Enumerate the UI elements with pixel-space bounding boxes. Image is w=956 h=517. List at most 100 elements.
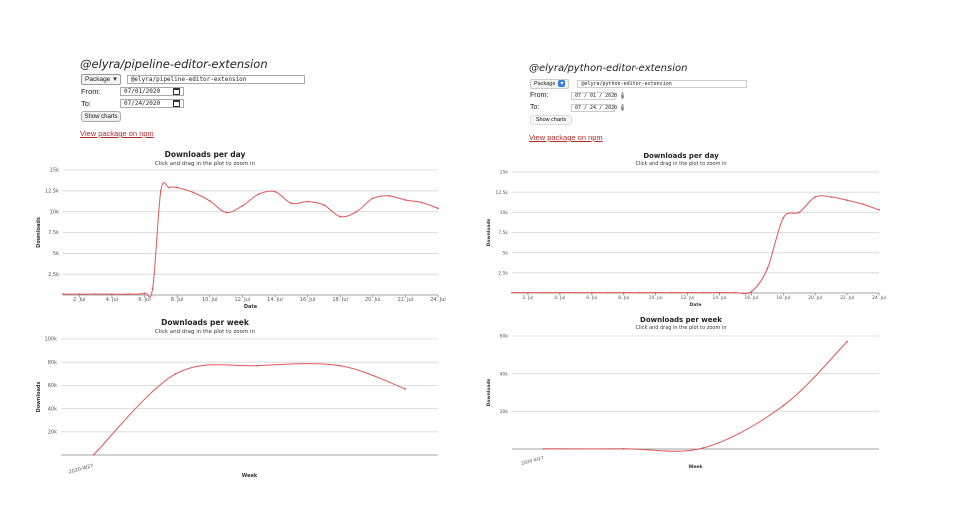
y-tick-label: 5k	[503, 250, 509, 256]
x-tick-label: 2. Jul	[522, 295, 533, 301]
x-tick-label: 18. Jul	[332, 297, 348, 303]
x-tick-label: 6. Jul	[138, 297, 150, 303]
data-point	[404, 387, 407, 390]
data-point	[750, 290, 753, 293]
data-point	[151, 287, 154, 290]
x-tick-label: 12. Jul	[681, 295, 695, 301]
data-point	[606, 291, 609, 294]
chart-title: Downloads per week	[161, 318, 250, 327]
data-point	[192, 191, 195, 194]
data-point	[766, 267, 769, 270]
calendar-icon[interactable]	[173, 99, 180, 107]
left-weekly-downloads-chart[interactable]: Downloads per week Click and drag in the …	[30, 316, 450, 481]
series-line	[63, 182, 439, 298]
data-point	[168, 186, 170, 189]
package-select-label: Package	[534, 80, 556, 87]
data-point	[654, 291, 657, 294]
x-tick-label: 8. Jul	[171, 297, 183, 303]
data-point	[322, 204, 325, 206]
show-charts-button[interactable]: Show charts	[530, 115, 572, 125]
data-point	[830, 196, 833, 198]
data-point	[543, 447, 545, 450]
package-select[interactable]: Package ▾	[81, 73, 121, 85]
data-point	[782, 404, 785, 407]
chevron-down-icon: ▾	[558, 80, 566, 87]
package-row: Package ▾ @elyra/pipeline-editor-extensi…	[81, 73, 305, 85]
x-tick-label: 4. Jul	[106, 297, 118, 303]
y-tick-label: 20k	[500, 409, 509, 415]
data-point	[256, 364, 259, 367]
x-axis-title: Week	[242, 473, 258, 479]
left-daily-downloads-chart[interactable]: Downloads per day Click and drag in the p…	[30, 148, 450, 313]
x-tick-label: 10. Jul	[202, 297, 218, 303]
package-title: @elyra/python-editor-extension	[529, 63, 688, 74]
data-point	[92, 453, 95, 456]
data-point	[734, 291, 737, 294]
to-row: To: 07/24/2020	[81, 98, 184, 108]
y-tick-label: 20k	[48, 430, 57, 436]
chevron-down-icon: ▾	[113, 76, 117, 83]
y-tick-label: 2.5k	[48, 272, 59, 278]
chart-subtitle: Click and drag in the plot to zoom in	[155, 161, 256, 167]
y-tick-label: 10k	[50, 209, 59, 215]
y-axis-title: Downloads	[36, 382, 42, 413]
view-on-npm-link[interactable]: View package on npm	[529, 133, 603, 142]
from-date-input[interactable]: 07 / 01 / 2020 ×	[571, 91, 625, 100]
chart-title: Downloads per week	[640, 316, 722, 324]
data-point	[878, 209, 880, 211]
data-point	[159, 189, 162, 192]
y-axis-title: Downloads	[486, 378, 492, 406]
data-point	[78, 293, 81, 296]
from-date-value: 07/01/2020	[124, 87, 161, 95]
x-tick-label: 2020-W27	[521, 455, 545, 467]
package-input[interactable]: @elyra/pipeline-editor-extension	[126, 74, 305, 84]
data-point	[686, 291, 689, 294]
package-select[interactable]: Package ▾	[530, 78, 570, 89]
package-input[interactable]: @elyra/python-editor-extension	[577, 79, 748, 88]
x-tick-label: 2. Jul	[73, 297, 85, 303]
clear-icon[interactable]: ×	[621, 92, 625, 99]
data-point	[371, 197, 374, 200]
data-point	[558, 291, 561, 294]
right-panel: @elyra/python-editor-extension Package ▾…	[478, 0, 956, 517]
data-point	[574, 291, 577, 294]
data-point	[798, 211, 801, 214]
from-date-input[interactable]: 07/01/2020	[120, 86, 184, 96]
series-line	[93, 363, 406, 456]
x-tick-label: 20. Jul	[365, 297, 381, 303]
show-charts-button[interactable]: Show charts	[81, 111, 121, 122]
from-label: From:	[81, 86, 101, 96]
data-point	[437, 207, 439, 210]
series-line	[511, 195, 880, 295]
data-point	[622, 291, 625, 294]
x-axis-title: Date	[690, 302, 702, 308]
data-point	[111, 293, 113, 296]
x-tick-label: 16. Jul	[300, 297, 316, 303]
x-tick-label: 14. Jul	[712, 295, 726, 301]
clear-icon[interactable]: ×	[621, 104, 625, 111]
x-tick-label: 22. Jul	[398, 297, 414, 303]
x-tick-label: 24. Jul	[430, 297, 446, 303]
x-tick-label: 6. Jul	[586, 295, 597, 301]
data-point	[274, 190, 276, 193]
view-on-npm-link[interactable]: View package on npm	[80, 129, 154, 138]
y-tick-label: 40k	[500, 371, 509, 377]
to-date-value: 07/24/2020	[124, 99, 161, 107]
data-point	[718, 291, 721, 294]
calendar-icon[interactable]	[173, 87, 180, 95]
data-point	[638, 291, 641, 294]
from-row: From: 07/01/2020	[81, 86, 184, 96]
x-axis-title: Week	[689, 464, 704, 470]
data-point	[306, 200, 309, 203]
to-date-input[interactable]: 07/24/2020	[120, 98, 184, 108]
to-date-input[interactable]: 07 / 24 / 2020 ×	[571, 103, 625, 112]
data-point	[862, 203, 864, 206]
package-row: Package ▾ @elyra/python-editor-extension	[530, 78, 748, 89]
y-tick-label: 100k	[45, 337, 58, 343]
data-point	[846, 199, 848, 202]
x-axis-title: Date	[244, 304, 258, 310]
chart-title: Downloads per day	[643, 152, 719, 160]
chart-title: Downloads per day	[165, 150, 246, 159]
